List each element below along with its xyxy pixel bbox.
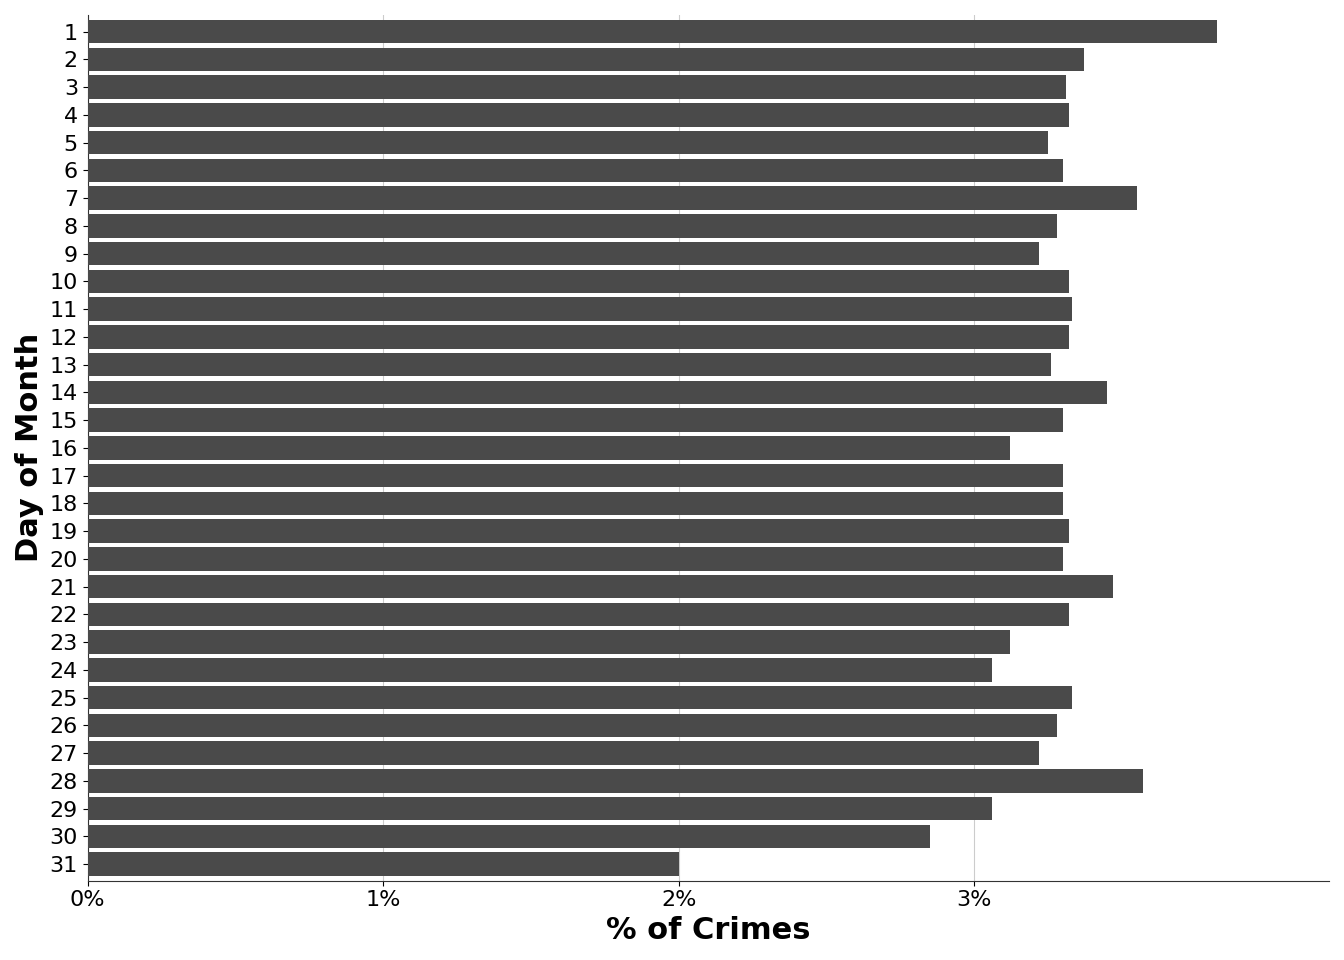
Bar xyxy=(87,741,1039,765)
Bar xyxy=(87,48,1083,71)
Bar xyxy=(87,519,1068,543)
Bar xyxy=(87,20,1216,43)
Bar xyxy=(87,713,1058,737)
Bar xyxy=(87,131,1048,155)
Bar xyxy=(87,631,1009,654)
Bar xyxy=(87,214,1058,238)
Bar xyxy=(87,685,1073,709)
Bar xyxy=(87,547,1063,570)
Bar xyxy=(87,325,1068,348)
Bar xyxy=(87,825,930,848)
Bar xyxy=(87,353,1051,376)
Bar xyxy=(87,186,1137,210)
Bar xyxy=(87,380,1107,404)
Bar xyxy=(87,408,1063,432)
Bar xyxy=(87,436,1009,460)
Bar xyxy=(87,103,1068,127)
Bar xyxy=(87,575,1113,598)
Bar xyxy=(87,242,1039,265)
Bar xyxy=(87,852,679,876)
Bar xyxy=(87,492,1063,516)
Bar xyxy=(87,75,1066,99)
Y-axis label: Day of Month: Day of Month xyxy=(15,333,44,563)
Bar xyxy=(87,658,992,682)
Bar xyxy=(87,270,1068,293)
Bar xyxy=(87,298,1073,321)
Bar xyxy=(87,797,992,821)
X-axis label: % of Crimes: % of Crimes xyxy=(606,916,810,945)
Bar xyxy=(87,158,1063,182)
Bar xyxy=(87,769,1142,793)
Bar xyxy=(87,603,1068,626)
Bar xyxy=(87,464,1063,488)
